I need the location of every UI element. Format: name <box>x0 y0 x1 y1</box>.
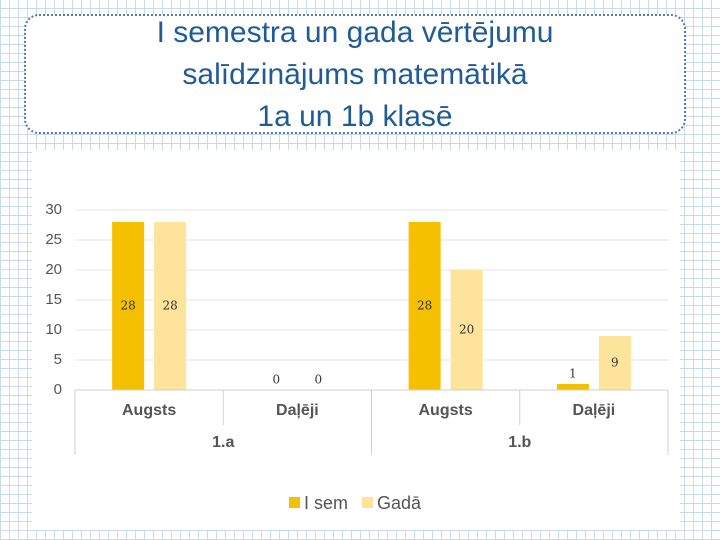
bar <box>556 384 589 390</box>
value-label: 20 <box>459 323 474 337</box>
legend-label: Gadā <box>377 493 422 513</box>
bar <box>408 222 441 390</box>
y-tick-label: 0 <box>54 381 62 398</box>
bar <box>598 336 631 390</box>
legend-swatch <box>289 497 300 508</box>
y-tick-label: 25 <box>45 231 62 248</box>
x-tick-label: Augsts <box>419 402 473 419</box>
x-tick-label: Augsts <box>122 402 176 419</box>
legend-label: I sem <box>304 493 348 513</box>
y-tick-label: 30 <box>45 201 62 218</box>
bar <box>450 270 483 390</box>
value-label: 0 <box>315 373 323 387</box>
group-label: 1.b <box>508 434 531 451</box>
group-label: 1.a <box>212 434 234 451</box>
value-label: 1 <box>569 367 577 381</box>
value-label: 0 <box>273 373 281 387</box>
y-tick-label: 10 <box>45 321 62 338</box>
x-tick-label: Daļēji <box>276 402 319 419</box>
title-line: salīdzinājums matemātikā <box>182 58 527 91</box>
legend-swatch <box>362 497 374 508</box>
value-label: 9 <box>611 356 619 370</box>
title-line: I semestra un gada vērtējumu <box>157 16 554 49</box>
y-tick-label: 20 <box>45 261 62 278</box>
x-tick-label: Daļēji <box>573 402 616 419</box>
title-box <box>24 14 686 134</box>
y-tick-label: 15 <box>45 291 62 308</box>
bar <box>154 222 187 390</box>
value-label: 28 <box>120 299 135 313</box>
value-label: 28 <box>162 299 177 313</box>
y-tick-label: 5 <box>54 351 62 368</box>
title-line: 1a un 1b klasē <box>257 100 452 133</box>
bar <box>112 222 145 390</box>
value-label: 28 <box>417 299 432 313</box>
